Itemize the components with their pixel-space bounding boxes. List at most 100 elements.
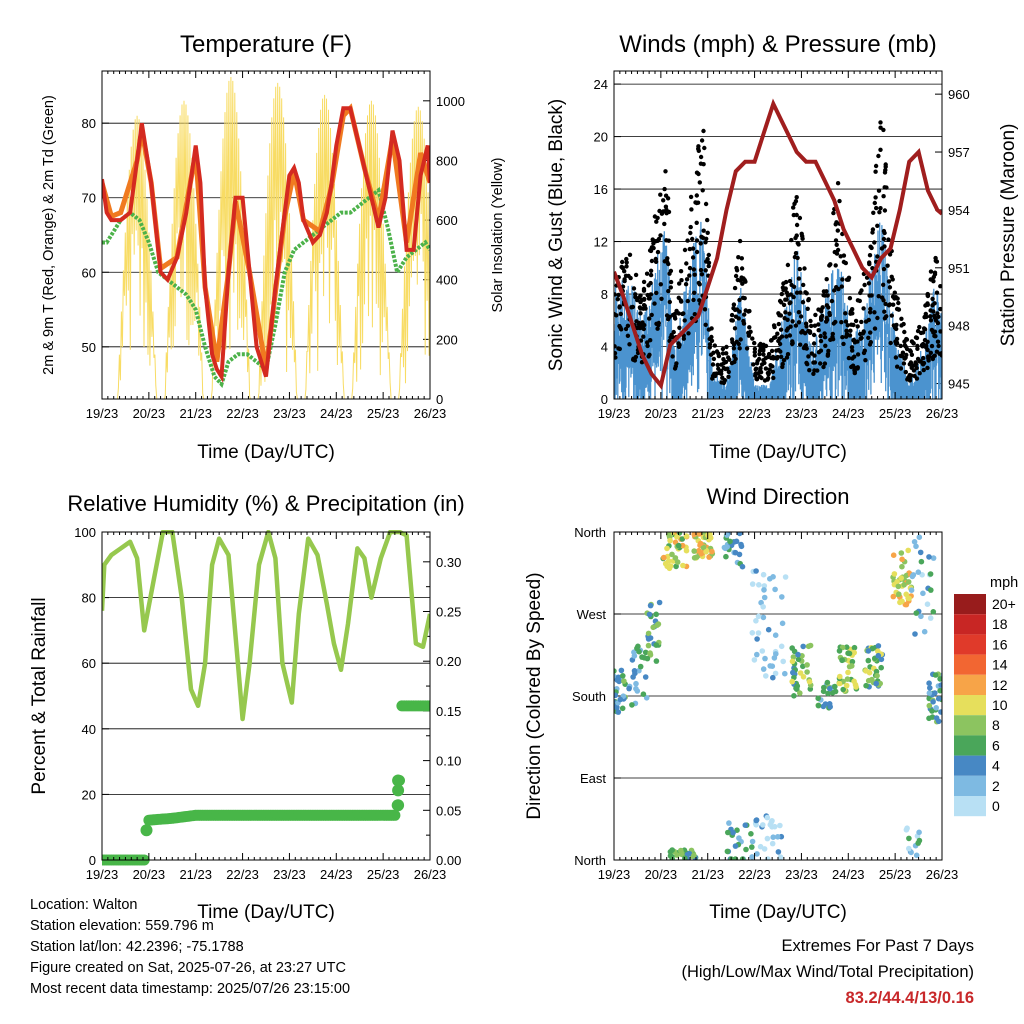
direction-point <box>773 651 779 657</box>
gust-point <box>832 288 837 293</box>
gust-point <box>689 207 694 212</box>
direction-point <box>764 814 771 821</box>
gust-point <box>879 246 885 251</box>
gust-point <box>767 367 772 372</box>
precip-ytick-label: 0.00 <box>436 853 461 868</box>
gust-point <box>622 278 627 284</box>
direction-point <box>827 704 833 710</box>
direction-point <box>915 569 922 575</box>
direction-point <box>679 536 686 542</box>
gust-point <box>928 350 933 355</box>
direction-point <box>725 829 731 836</box>
gust-point <box>730 318 735 323</box>
direction-point <box>815 702 822 709</box>
gust-point <box>931 309 936 314</box>
gust-point <box>908 349 913 354</box>
direction-title: Wind Direction <box>706 484 849 509</box>
direction-point <box>938 709 942 715</box>
gust-point <box>813 312 818 318</box>
gust-point <box>784 355 790 360</box>
direction-point <box>930 699 936 705</box>
gust-point <box>867 253 873 258</box>
gust-point <box>685 298 690 304</box>
direction-point <box>820 703 827 710</box>
temperature-panel: Temperature (F) Time (Day/UTC) 2m & 9m T… <box>41 31 506 463</box>
gust-point <box>729 312 735 318</box>
gust-point <box>677 342 682 348</box>
direction-point <box>647 650 653 656</box>
extremes-subtitle: (High/Low/Max Wind/Total Precipitation) <box>681 963 974 981</box>
gust-point <box>816 328 821 333</box>
gust-point <box>907 374 912 379</box>
gust-point <box>659 211 665 216</box>
direction-point <box>837 673 843 680</box>
gust-point <box>822 335 828 340</box>
winds-ytick-label: 24 <box>594 77 608 92</box>
direction-point <box>913 852 920 859</box>
direction-point <box>709 548 715 555</box>
direction-point <box>843 644 850 650</box>
gust-point <box>881 282 886 287</box>
gust-point <box>890 277 895 282</box>
gust-point <box>658 192 663 197</box>
gust-point <box>840 277 845 282</box>
gust-point <box>638 306 643 311</box>
direction-point <box>645 642 652 649</box>
humidity-ytick-label: 20 <box>82 787 96 802</box>
gust-point <box>781 281 786 286</box>
temperature-ylabel-right: Solar Insolation (Yellow) <box>490 157 506 312</box>
relative-humidity-line <box>102 530 430 722</box>
gust-point <box>855 324 860 329</box>
direction-point <box>739 563 746 570</box>
gust-point <box>779 334 785 339</box>
gust-point <box>874 205 879 211</box>
gust-point <box>694 170 700 175</box>
gust-point <box>787 333 793 338</box>
gust-point <box>921 355 926 361</box>
gust-point <box>900 350 906 355</box>
gust-point <box>736 316 741 321</box>
gust-point <box>821 289 827 294</box>
direction-point <box>674 534 680 540</box>
direction-point <box>675 542 682 549</box>
gust-point <box>824 303 830 308</box>
gust-point <box>697 180 702 185</box>
direction-point <box>683 547 690 554</box>
legend-swatch <box>954 775 986 796</box>
gust-point <box>824 319 829 324</box>
gust-point <box>798 290 803 295</box>
humidity-xtick-label: 21/23 <box>179 867 212 882</box>
gust-point <box>878 147 883 152</box>
direction-point <box>932 672 939 678</box>
gust-point <box>850 363 856 368</box>
gust-point <box>726 374 731 379</box>
gust-point <box>694 220 699 225</box>
gust-point <box>783 310 788 315</box>
direction-point <box>650 624 656 631</box>
gust-point <box>752 353 757 358</box>
direction-point <box>895 583 902 590</box>
direction-point <box>760 571 767 578</box>
direction-point <box>703 549 709 555</box>
gust-point <box>619 327 624 332</box>
gust-point <box>752 340 757 346</box>
direction-point <box>863 668 869 674</box>
precip-point <box>392 799 405 812</box>
gust-point <box>886 303 892 308</box>
gust-point <box>656 320 661 326</box>
gust-point <box>747 325 752 330</box>
direction-point <box>673 563 679 570</box>
gust-point <box>867 342 873 347</box>
gust-point <box>789 282 794 288</box>
gust-point <box>765 370 771 376</box>
gust-point <box>793 323 799 328</box>
gust-point <box>896 307 902 312</box>
direction-point <box>772 670 779 677</box>
gust-point <box>882 208 888 213</box>
gust-point <box>637 325 643 331</box>
direction-point <box>621 678 627 684</box>
extremes-title: Extremes For Past 7 Days <box>781 937 974 955</box>
direction-point <box>844 676 851 682</box>
direction-point <box>761 583 768 589</box>
gust-point <box>698 241 703 246</box>
